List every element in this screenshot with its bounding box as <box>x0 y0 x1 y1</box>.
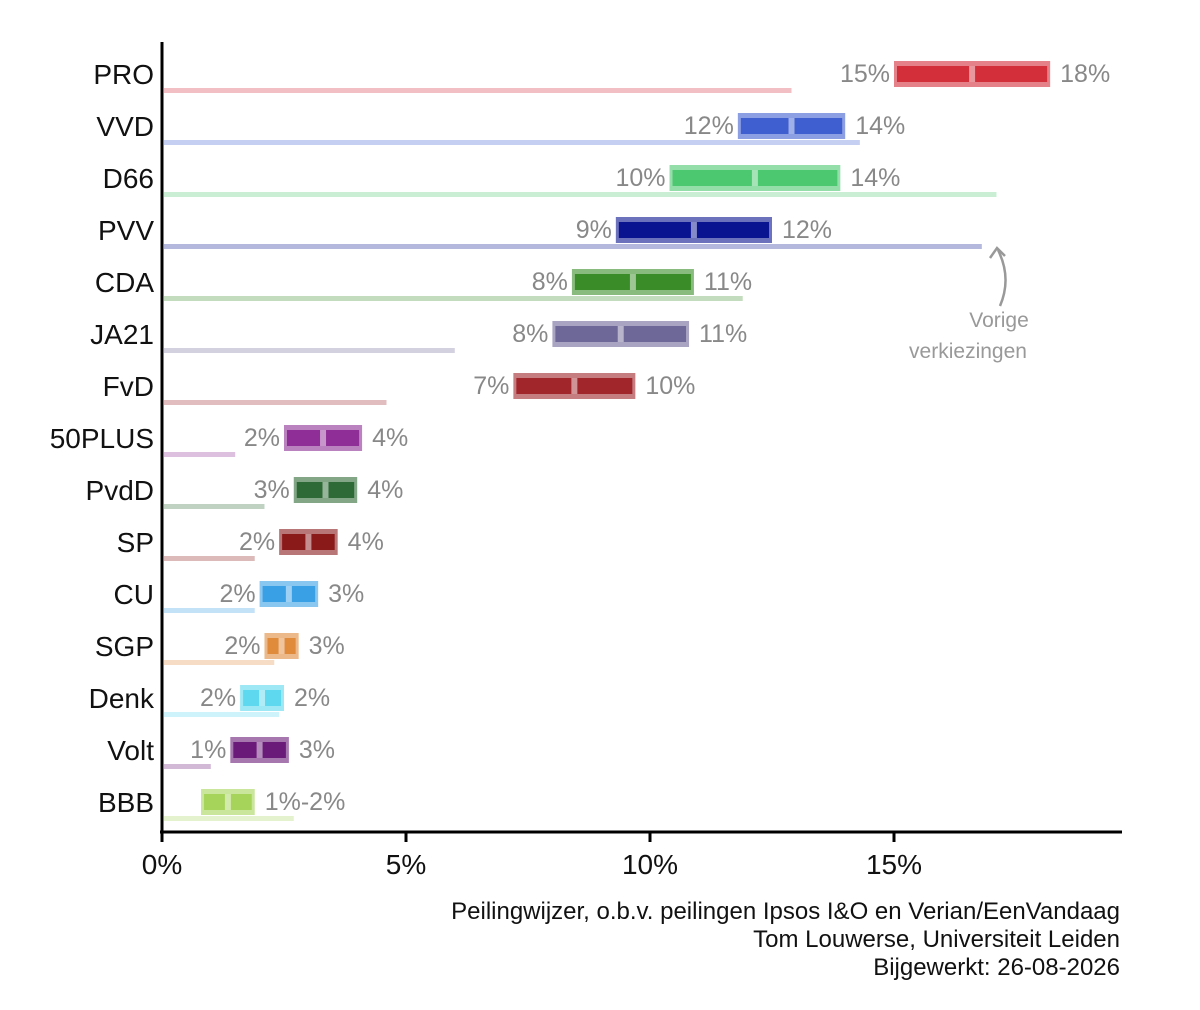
high-label-pvdd: 4% <box>367 476 403 504</box>
low-label-pvdd: 3% <box>254 476 290 504</box>
credits-author: Tom Louwerse, Universiteit Leiden <box>753 926 1120 953</box>
range-bar-midmark-bbb <box>224 794 231 810</box>
low-label-pvv: 9% <box>576 216 612 244</box>
previous-bar-sgp <box>164 660 275 665</box>
low-label-d66: 10% <box>615 164 665 192</box>
low-label-cu: 2% <box>219 580 255 608</box>
party-label-fvd: FvD <box>103 371 154 402</box>
party-label-vvd: VVD <box>96 111 154 142</box>
x-tick-label-0: 0% <box>142 849 182 880</box>
high-label-ja21: 11% <box>699 320 747 348</box>
previous-bar-50plus <box>164 452 236 457</box>
low-label-sp: 2% <box>239 528 275 556</box>
range-bar-midmark-pvdd <box>322 482 329 498</box>
range-bar-midmark-50plus <box>320 430 327 446</box>
party-label-50plus: 50PLUS <box>50 423 154 454</box>
previous-bar-fvd <box>164 400 387 405</box>
credits-source: Peilingwijzer, o.b.v. peilingen Ipsos I&… <box>451 898 1120 925</box>
low-label-denk: 2% <box>200 684 236 712</box>
high-label-pro: 18% <box>1060 60 1110 88</box>
previous-bar-d66 <box>164 192 997 197</box>
low-label-sgp: 2% <box>224 632 260 660</box>
x-tick-label-3: 15% <box>866 849 922 880</box>
previous-bar-sp <box>164 556 255 561</box>
high-label-fvd: 10% <box>645 372 695 400</box>
previous-bar-volt <box>164 764 211 769</box>
annotation-arrowhead-icon <box>988 246 1006 259</box>
party-label-sp: SP <box>117 527 154 558</box>
range-bar-midmark-pro <box>969 66 976 82</box>
chart-credits: Peilingwijzer, o.b.v. peilingen Ipsos I&… <box>451 898 1120 982</box>
previous-bar-pvv <box>164 244 982 249</box>
previous-bar-denk <box>164 712 280 717</box>
previous-election-bars <box>164 88 997 821</box>
poll-range-bars <box>201 61 1051 815</box>
previous-bar-bbb <box>164 816 294 821</box>
range-bar-midmark-cda <box>629 274 636 290</box>
high-label-cda: 11% <box>704 268 752 296</box>
low-label-vvd: 12% <box>684 112 734 140</box>
high-label-sgp: 3% <box>309 632 345 660</box>
range-bar-midmark-denk <box>259 690 266 706</box>
previous-election-annotation: Vorige verkiezingen <box>909 246 1029 363</box>
range-bar-midmark-sp <box>305 534 312 550</box>
range-bar-midmark-sgp <box>278 638 285 654</box>
party-label-pro: PRO <box>93 59 154 90</box>
range-bar-midmark-fvd <box>571 378 578 394</box>
high-label-d66: 14% <box>850 164 900 192</box>
annotation-arrow-icon <box>996 249 1007 307</box>
x-tick-label-2: 10% <box>622 849 678 880</box>
previous-bar-ja21 <box>164 348 455 353</box>
range-bar-midmark-pvv <box>690 222 697 238</box>
credits-updated: Bijgewerkt: 26-08-2026 <box>873 954 1120 981</box>
party-label-pvv: PVV <box>98 215 154 246</box>
high-label-denk: 2% <box>294 684 330 712</box>
annotation-text-line2: verkiezingen <box>909 340 1027 363</box>
party-label-bbb: BBB <box>98 787 154 818</box>
party-label-denk: Denk <box>89 683 155 714</box>
high-label-vvd: 14% <box>855 112 905 140</box>
low-label-50plus: 2% <box>244 424 280 452</box>
previous-bar-cda <box>164 296 743 301</box>
bar-labels: PRO 15% 18% VVD 12% 14% D66 10% 14% PVV 9% 12% CDA 8%… <box>50 59 1111 818</box>
party-label-d66: D66 <box>103 163 154 194</box>
low-label-fvd: 7% <box>473 372 509 400</box>
party-label-cu: CU <box>114 579 154 610</box>
high-label-volt: 3% <box>299 736 335 764</box>
range-bar-midmark-cu <box>285 586 292 602</box>
low-label-volt: 1% <box>190 736 226 764</box>
x-axis-ticks: 0% 5% 10% 15% <box>142 832 922 880</box>
low-label-pro: 15% <box>840 60 890 88</box>
party-label-sgp: SGP <box>95 631 154 662</box>
low-label-cda: 8% <box>532 268 568 296</box>
party-label-cda: CDA <box>95 267 154 298</box>
previous-bar-cu <box>164 608 255 613</box>
range-bar-midmark-volt <box>256 742 263 758</box>
previous-bar-pro <box>164 88 792 93</box>
high-label-bbb: 1%-2% <box>265 788 346 816</box>
range-bar-midmark-vvd <box>788 118 795 134</box>
party-label-pvdd: PvdD <box>86 475 154 506</box>
high-label-50plus: 4% <box>372 424 408 452</box>
party-label-ja21: JA21 <box>90 319 154 350</box>
high-label-pvv: 12% <box>782 216 832 244</box>
x-tick-label-1: 5% <box>386 849 426 880</box>
previous-bar-pvdd <box>164 504 265 509</box>
high-label-sp: 4% <box>348 528 384 556</box>
previous-bar-vvd <box>164 140 860 145</box>
party-label-volt: Volt <box>107 735 154 766</box>
high-label-cu: 3% <box>328 580 364 608</box>
low-label-ja21: 8% <box>512 320 548 348</box>
range-bar-midmark-d66 <box>751 170 758 186</box>
annotation-text-line1: Vorige <box>969 309 1029 332</box>
range-bar-midmark-ja21 <box>617 326 624 342</box>
